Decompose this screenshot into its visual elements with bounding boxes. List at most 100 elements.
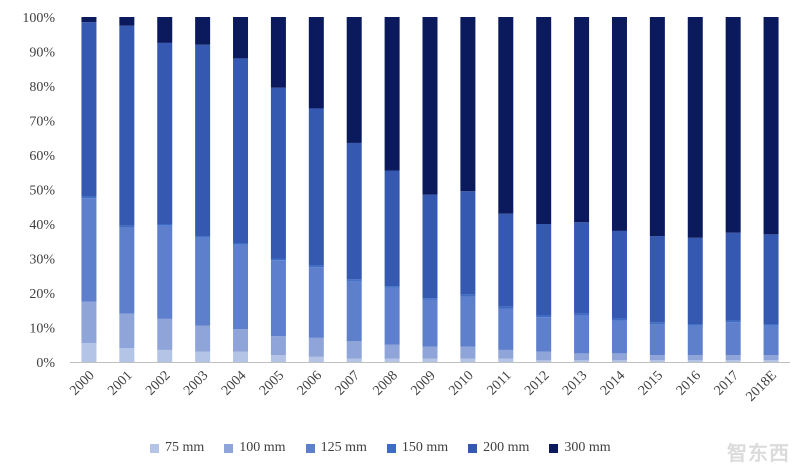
legend-item: 150 mm — [386, 440, 449, 456]
bar-segment — [119, 348, 135, 362]
bar-segment — [195, 351, 211, 362]
legend-label: 75 mm — [165, 440, 205, 455]
x-tick-label: 2002 — [143, 368, 173, 398]
bar-segment — [536, 317, 552, 352]
bar-segment — [346, 279, 362, 281]
bar-segment — [687, 325, 703, 356]
bar-segment — [460, 296, 476, 347]
bar-segment — [763, 355, 779, 361]
legend-label: 300 mm — [564, 440, 611, 455]
bar-segment — [119, 17, 135, 26]
bar-segment — [346, 280, 362, 342]
bar-segment — [346, 142, 362, 280]
legend-label: 200 mm — [483, 440, 530, 455]
bar-segment — [308, 356, 324, 362]
bar-segment — [498, 306, 514, 309]
bar-segment — [422, 346, 438, 359]
bar-segment — [649, 324, 665, 356]
bar-segment — [384, 287, 400, 345]
bar-segment — [649, 322, 665, 325]
x-tick-label: 2012 — [522, 368, 552, 398]
bar-segment — [574, 360, 590, 362]
bar-segment — [308, 267, 324, 338]
bar-segment — [195, 44, 211, 237]
legend-swatch — [468, 443, 478, 453]
y-tick-label: 30% — [29, 253, 55, 268]
x-tick-label: 2013 — [560, 368, 590, 398]
y-tick-label: 100% — [22, 11, 55, 26]
bar-segment — [725, 355, 741, 361]
bar-segment — [763, 324, 779, 326]
bar-segment — [195, 237, 211, 326]
legend-swatch — [386, 443, 396, 453]
x-tick-label: 2017 — [712, 368, 742, 398]
bar-segment — [270, 258, 286, 261]
bar-segment — [233, 244, 249, 330]
bar-segment — [346, 341, 362, 359]
bar-segment — [157, 224, 173, 226]
legend-item: 100 mm — [224, 440, 286, 456]
y-tick-label: 60% — [29, 149, 55, 164]
y-tick-label: 20% — [29, 287, 55, 302]
bar-segment — [498, 349, 514, 359]
bar-segment — [422, 299, 438, 347]
bar-segment — [649, 355, 665, 361]
bar-segment — [687, 324, 703, 326]
legend-label: 125 mm — [320, 440, 367, 455]
bar-segment — [157, 318, 173, 350]
watermark: 智东西 — [727, 437, 790, 466]
bar-segment — [422, 194, 438, 299]
x-tick-label: 2014 — [598, 368, 628, 398]
bar-segment — [687, 360, 703, 362]
bar-segment — [270, 17, 286, 88]
bar-segment — [308, 265, 324, 268]
legend-label: 100 mm — [239, 440, 286, 455]
bar-segment — [649, 236, 665, 323]
bar-segment — [611, 318, 627, 321]
bar-segment — [725, 322, 741, 356]
bar-segment — [195, 325, 211, 352]
bars — [81, 17, 779, 362]
bar-segment — [649, 17, 665, 237]
legend-label: 150 mm — [401, 440, 449, 455]
bar-segment — [81, 301, 97, 344]
bar-segment — [498, 358, 514, 362]
bar-segment — [611, 353, 627, 361]
bar-segment — [119, 25, 135, 226]
bar-segment — [195, 17, 211, 45]
bar-segment — [574, 313, 590, 316]
bar-segment — [233, 351, 249, 362]
x-tick-label: 2004 — [219, 368, 249, 398]
legend: 75 mm 100 mm 125 mm 150 mm 200 mm 300 mm — [150, 440, 631, 456]
bar-segment — [536, 360, 552, 362]
bar-segment — [308, 108, 324, 266]
y-tick-label: 40% — [29, 218, 55, 233]
x-tick-label: 2015 — [636, 368, 666, 398]
bar-segment — [687, 355, 703, 361]
y-tick-label: 90% — [29, 46, 55, 61]
bar-segment — [422, 358, 438, 362]
legend-item: 75 mm — [150, 440, 204, 456]
bar-segment — [460, 294, 476, 297]
legend-swatch — [305, 443, 315, 453]
bar-segment — [384, 17, 400, 171]
bar-segment — [574, 222, 590, 314]
y-tick-label: 0% — [36, 356, 55, 371]
y-tick-label: 80% — [29, 80, 55, 95]
legend-swatch — [549, 443, 559, 453]
bar-segment — [574, 353, 590, 361]
bar-segment — [725, 232, 741, 321]
bar-segment — [422, 17, 438, 195]
x-axis-tick-labels: 2000 2001 2002 2003 2004 2005 2006 2007 2008 2009… — [67, 368, 780, 404]
x-tick-label: 2000 — [67, 368, 97, 398]
x-tick-label: 2010 — [446, 368, 476, 398]
bar-segment — [763, 325, 779, 356]
bar-segment — [611, 230, 627, 319]
bar-segment — [233, 329, 249, 352]
x-tick-label: 2018E — [743, 368, 779, 404]
bar-segment — [157, 42, 173, 225]
bar-segment — [81, 17, 97, 23]
bar-segment — [498, 213, 514, 307]
bar-segment — [763, 234, 779, 325]
bar-segment — [270, 355, 286, 362]
